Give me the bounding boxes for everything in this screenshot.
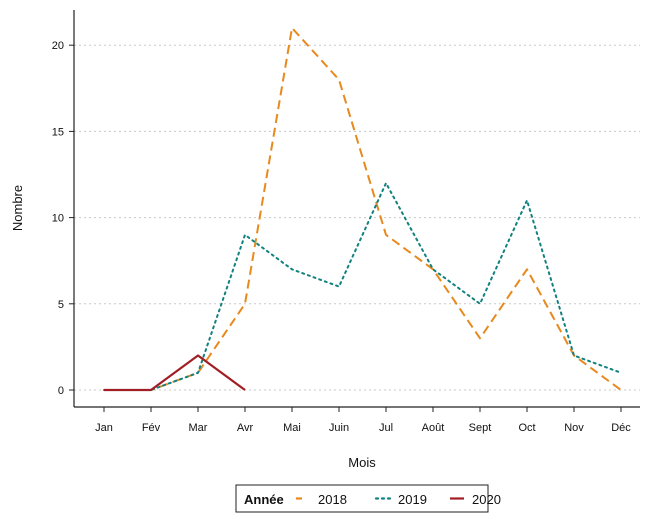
legend-label-2018: 2018: [318, 492, 347, 507]
y-tick-label: 0: [58, 385, 64, 397]
legend-label-2020: 2020: [472, 492, 501, 507]
series-line-2018: [104, 26, 622, 391]
x-axis-title: Mois: [348, 455, 376, 470]
y-tick-label: 15: [52, 126, 64, 138]
legend: Année 2018 2019 2020: [235, 484, 501, 513]
x-tick-label: Oct: [518, 422, 535, 434]
x-tick-label: Mar: [189, 422, 208, 434]
x-tick-label: Nov: [564, 422, 584, 434]
x-tick-label: Juin: [329, 422, 349, 434]
axes: [73, 10, 640, 408]
legend-box: [235, 484, 489, 513]
series-lines: [103, 26, 622, 392]
series-line-2019: [103, 182, 622, 391]
y-ticks: 0 5 10 15 20: [52, 40, 74, 397]
x-tick-label: Sept: [469, 422, 492, 434]
y-tick-label: 5: [58, 299, 64, 311]
x-tick-label: Avr: [237, 422, 254, 434]
y-tick-label: 20: [52, 40, 64, 52]
x-tick-label: Jul: [379, 422, 393, 434]
legend-title: Année: [244, 492, 284, 507]
legend-label-2019: 2019: [398, 492, 427, 507]
x-tick-label: Août: [422, 422, 445, 434]
x-tick-label: Fév: [142, 422, 161, 434]
grid-lines: [74, 44, 640, 391]
series-line-2020: [104, 354, 246, 392]
x-tick-label: Jan: [95, 422, 113, 434]
x-ticks: Jan Fév Mar Avr Mai Juin Jul Août Sept Oct Nov Déc: [95, 407, 631, 434]
y-tick-label: 10: [52, 213, 64, 225]
x-tick-label: Déc: [611, 422, 631, 434]
y-axis-title: Nombre: [10, 185, 25, 231]
x-tick-label: Mai: [283, 422, 301, 434]
